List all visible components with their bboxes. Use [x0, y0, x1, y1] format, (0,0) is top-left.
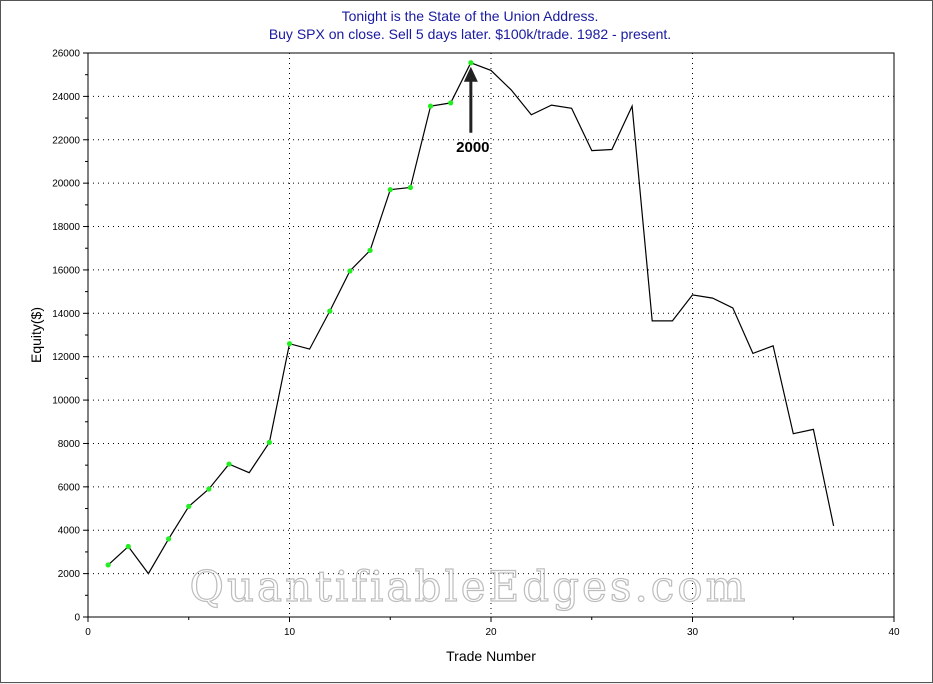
- x-axis-ticks: 0 10 20 30 40: [85, 617, 900, 638]
- data-point: [427, 103, 434, 109]
- data-point: [105, 562, 111, 568]
- y-tick-label: 22000: [52, 135, 80, 146]
- data-point: [367, 247, 373, 253]
- annotations: 2000: [456, 66, 490, 156]
- data-point: [286, 341, 293, 347]
- data-point: [347, 268, 353, 274]
- data-point: [468, 60, 474, 66]
- chart-title-line-2: Buy SPX on close. Sell 5 days later. $10…: [269, 26, 671, 42]
- y-tick-label: 0: [74, 613, 80, 624]
- chart-title-line-1: Tonight is the State of the Union Addres…: [342, 8, 599, 24]
- data-point: [407, 184, 413, 191]
- annotation-label: 2000: [456, 139, 489, 156]
- plot-area: [87, 52, 895, 618]
- data-point: [166, 536, 172, 542]
- y-tick-label: 14000: [52, 309, 80, 320]
- y-tick-label: 16000: [52, 265, 80, 276]
- data-point: [125, 543, 131, 550]
- x-tick-label: 30: [687, 627, 699, 638]
- x-tick-label: 0: [85, 627, 91, 638]
- y-tick-label: 6000: [58, 482, 81, 493]
- x-axis-label: Trade Number: [446, 648, 536, 664]
- data-point: [206, 486, 212, 492]
- x-tick-label: 10: [284, 627, 296, 638]
- y-tick-label: 8000: [58, 439, 81, 450]
- data-point: [186, 503, 192, 509]
- data-point: [448, 100, 454, 106]
- y-tick-label: 2000: [58, 569, 81, 580]
- data-point: [387, 187, 393, 193]
- x-tick-label: 20: [485, 627, 497, 638]
- data-point: [226, 461, 232, 467]
- x-tick-label: 40: [888, 627, 900, 638]
- y-tick-label: 4000: [58, 526, 81, 537]
- annotation-arrow-head: [463, 66, 478, 82]
- y-tick-label: 26000: [52, 49, 80, 60]
- y-tick-label: 18000: [52, 222, 80, 233]
- y-axis-ticks: 0 2000 4000 6000 8000 10000 12000 14000 16000 180…: [52, 49, 88, 624]
- data-point: [327, 308, 333, 314]
- gridlines: [88, 53, 894, 617]
- watermark: QuantifiableEdges.com: [189, 561, 749, 611]
- watermark-text: QuantifiableEdges.com: [190, 562, 749, 611]
- y-axis-label: Equity($): [28, 307, 44, 363]
- y-tick-label: 10000: [52, 396, 80, 407]
- series-group: [105, 60, 835, 575]
- data-point: [266, 439, 272, 445]
- y-tick-label: 24000: [52, 92, 80, 103]
- y-tick-label: 12000: [52, 352, 80, 363]
- y-tick-label: 20000: [52, 179, 80, 190]
